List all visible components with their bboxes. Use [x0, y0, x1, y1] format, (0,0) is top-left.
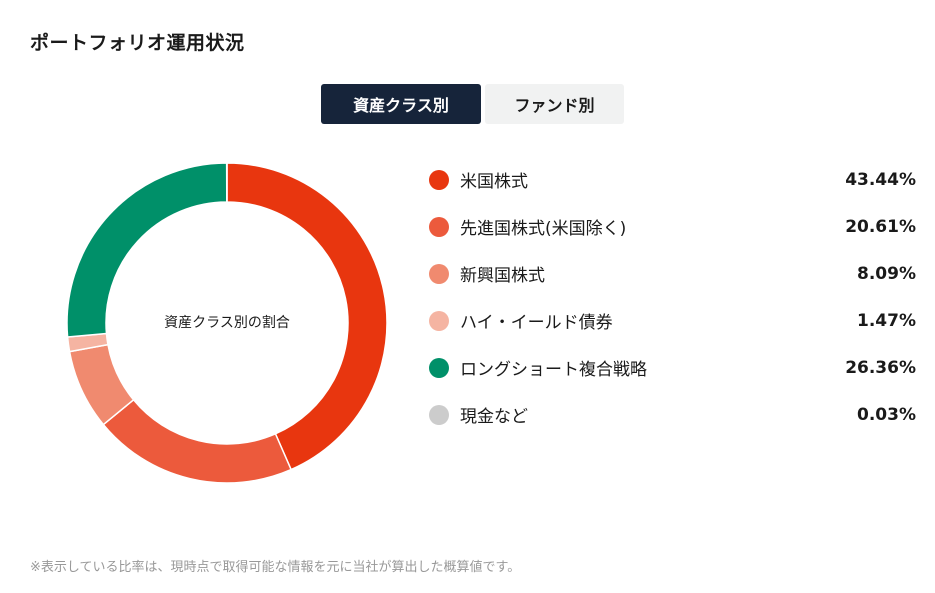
tab-asset-class[interactable]: 資産クラス別 [321, 84, 481, 124]
legend: 米国株式 43.44% 先進国株式(米国除く) 20.61% 新興国株式 8.09% ハイ・… [429, 156, 916, 438]
legend-color-dot [429, 169, 449, 190]
legend-label: ロングショート複合戦略 [460, 360, 647, 380]
legend-label: ハイ・イールド債券 [460, 313, 613, 333]
legend-color-dot [429, 310, 449, 331]
legend-item: 先進国株式(米国除く) 20.61% [429, 203, 916, 250]
footnote: ※表示している比率は、現時点で取得可能な情報を元に当社が算出した概算値です。 [30, 560, 521, 575]
donut-slice [226, 162, 388, 471]
page-title: ポートフォリオ運用状況 [30, 32, 245, 54]
legend-color-dot [429, 263, 449, 284]
legend-value: 20.61% [845, 216, 916, 237]
legend-item: ハイ・イールド債券 1.47% [429, 297, 916, 344]
legend-color-dot [429, 216, 449, 237]
legend-label: 現金など [460, 407, 528, 427]
legend-item: 現金など 0.03% [429, 391, 916, 438]
legend-item: 米国株式 43.44% [429, 156, 916, 203]
legend-label: 新興国株式 [460, 266, 545, 286]
donut-center-label: 資産クラス別の割合 [164, 315, 290, 331]
legend-color-dot [429, 357, 449, 378]
legend-item: ロングショート複合戦略 26.36% [429, 344, 916, 391]
donut-slice [66, 162, 228, 338]
legend-value: 0.03% [857, 404, 916, 425]
legend-value: 43.44% [845, 169, 916, 190]
donut-chart: 資産クラス別の割合 [66, 162, 388, 484]
legend-value: 26.36% [845, 357, 916, 378]
donut-slice [102, 398, 293, 484]
donut-svg [66, 162, 388, 484]
legend-label: 先進国株式(米国除く) [460, 219, 627, 239]
legend-label: 米国株式 [460, 172, 528, 192]
legend-color-dot [429, 404, 449, 425]
legend-item: 新興国株式 8.09% [429, 250, 916, 297]
legend-value: 1.47% [857, 310, 916, 331]
legend-value: 8.09% [857, 263, 916, 284]
tab-fund[interactable]: ファンド別 [485, 84, 624, 124]
view-tabs: 資産クラス別 ファンド別 [321, 84, 624, 124]
